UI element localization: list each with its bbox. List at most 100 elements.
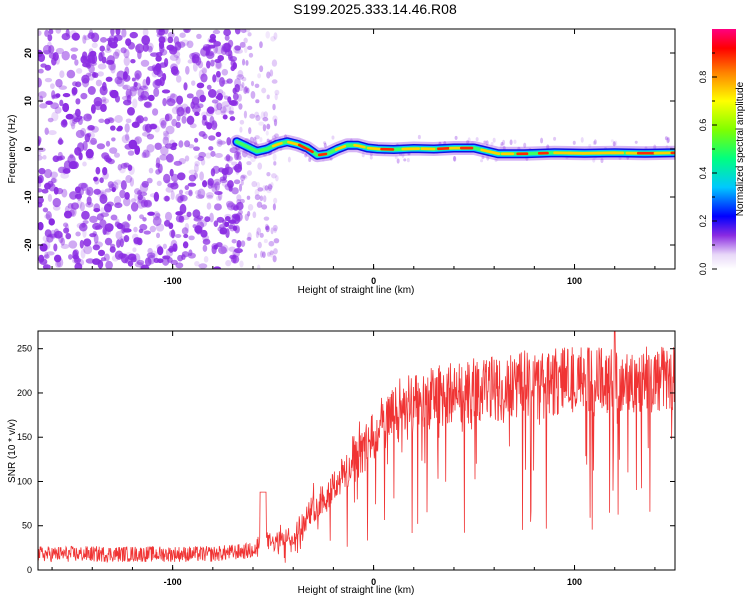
noise-speckle	[267, 183, 273, 191]
noise-speckle	[76, 191, 82, 201]
noise-speckle	[235, 201, 244, 211]
noise-speckle	[100, 191, 105, 196]
noise-speckle	[323, 142, 327, 148]
noise-speckle	[287, 156, 291, 163]
noise-speckle	[47, 117, 54, 123]
noise-speckle	[254, 194, 261, 201]
noise-speckle	[240, 179, 244, 186]
noise-speckle	[236, 194, 242, 202]
noise-speckle	[169, 168, 174, 177]
noise-speckle	[82, 161, 87, 167]
noise-speckle	[238, 183, 243, 192]
noise-speckle	[361, 152, 365, 158]
noise-speckle	[55, 47, 64, 55]
noise-speckle	[261, 87, 267, 94]
noise-speckle	[39, 103, 48, 109]
noise-speckle	[236, 151, 241, 157]
noise-speckle	[188, 169, 197, 175]
noise-speckle	[216, 92, 223, 101]
noise-speckle	[143, 116, 148, 122]
noise-speckle	[254, 111, 260, 118]
noise-speckle	[127, 107, 135, 116]
noise-speckle	[38, 221, 44, 231]
noise-speckle	[38, 77, 42, 88]
noise-speckle	[64, 205, 70, 215]
noise-speckle	[185, 106, 191, 114]
noise-speckle	[223, 29, 232, 37]
colorbar-tick-label: 0.2	[698, 215, 708, 228]
noise-speckle	[99, 219, 107, 228]
ridge-core-segment	[334, 144, 347, 151]
noise-speckle	[272, 153, 277, 161]
noise-speckle	[500, 141, 504, 146]
noise-speckle	[481, 155, 485, 160]
noise-speckle	[237, 94, 242, 102]
noise-speckle	[75, 129, 85, 139]
noise-speckle	[74, 108, 81, 117]
noise-speckle	[184, 185, 190, 191]
noise-speckle	[45, 100, 53, 105]
noise-speckle	[273, 118, 278, 127]
noise-speckle	[247, 204, 254, 211]
noise-speckle	[600, 158, 604, 164]
noise-speckle	[163, 173, 171, 184]
noise-speckle	[211, 99, 219, 104]
noise-speckle	[169, 46, 178, 55]
x-tick-label: 0	[371, 276, 376, 286]
noise-speckle	[179, 32, 186, 38]
noise-speckle	[475, 137, 479, 142]
noise-speckle	[163, 132, 170, 141]
noise-speckle	[253, 139, 258, 145]
noise-speckle	[164, 113, 173, 121]
noise-speckle	[243, 110, 248, 119]
ridge-core-segment	[480, 148, 501, 156]
noise-speckle	[235, 168, 240, 175]
noise-speckle	[220, 106, 227, 114]
noise-speckle	[68, 209, 75, 217]
noise-speckle	[270, 227, 274, 235]
noise-speckle	[247, 232, 252, 241]
noise-speckle	[172, 68, 180, 76]
noise-speckle	[634, 140, 638, 144]
noise-speckle	[238, 209, 243, 215]
noise-speckle	[175, 214, 183, 223]
noise-speckle	[123, 235, 130, 243]
noise-speckle	[53, 243, 58, 252]
noise-speckle	[46, 234, 54, 243]
spectrogram-x-ticks: -100 0 100	[51, 29, 656, 286]
noise-speckle	[93, 176, 100, 185]
noise-speckle	[406, 158, 410, 163]
noise-speckle	[97, 259, 104, 269]
noise-speckle	[272, 255, 277, 263]
noise-speckle	[136, 259, 145, 266]
noise-speckle	[199, 171, 204, 181]
noise-speckle	[231, 238, 237, 244]
noise-speckle	[227, 50, 233, 59]
noise-speckle	[243, 86, 248, 95]
noise-speckle	[188, 235, 195, 241]
noise-speckle	[120, 180, 127, 191]
noise-speckle	[204, 216, 211, 223]
noise-speckle	[250, 91, 256, 99]
colorbar-tick-label: 0.6	[698, 119, 708, 132]
noise-speckle	[178, 158, 186, 165]
noise-speckle	[213, 40, 221, 47]
noise-speckle	[151, 70, 158, 78]
noise-speckle	[239, 198, 245, 204]
noise-speckle	[211, 242, 219, 250]
noise-speckle	[166, 96, 172, 103]
noise-speckle	[38, 254, 45, 263]
noise-speckle	[219, 223, 225, 230]
noise-speckle	[188, 249, 193, 257]
noise-speckle	[90, 104, 96, 114]
snr-panel: -100 0 100 0 50 100 150 200 250 Height of strai…	[7, 330, 676, 596]
noise-speckle	[189, 52, 197, 60]
noise-speckle	[265, 226, 270, 231]
noise-speckle	[89, 50, 97, 57]
noise-speckle	[144, 150, 151, 158]
noise-speckle	[162, 255, 171, 260]
noise-speckle	[142, 149, 150, 159]
noise-speckle	[248, 52, 254, 58]
noise-speckle	[259, 65, 264, 73]
noise-speckle	[59, 99, 64, 107]
